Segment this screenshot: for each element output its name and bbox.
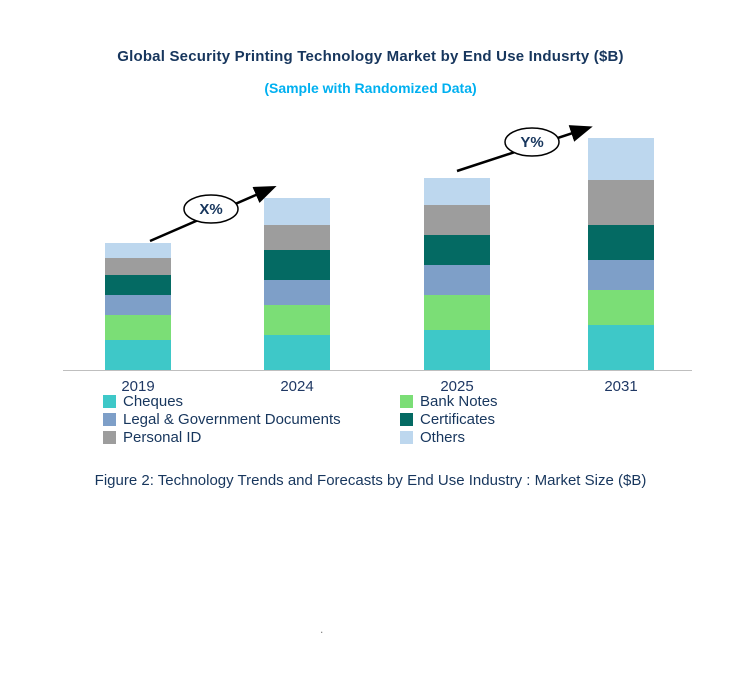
bar-segment-certificates-2024	[264, 250, 330, 280]
legend-swatch-legal-government-documents	[103, 412, 116, 426]
x-axis-label-2019: 2019	[121, 378, 155, 395]
bar-segment-legal-government-documents-2019	[105, 295, 171, 315]
legend-swatch-others	[400, 430, 413, 444]
x-axis-label-2025: 2025	[440, 378, 474, 395]
legend-label-certificates: Certificates	[420, 410, 496, 428]
legend-label-cheques: Cheques	[123, 392, 184, 410]
figure-caption: Figure 2: Technology Trends and Forecast…	[94, 472, 647, 489]
bar-segment-others-2031	[588, 138, 654, 180]
x-axis-label-2031: 2031	[604, 378, 638, 395]
bar-segment-legal-government-documents-2024	[264, 280, 330, 305]
chart-subtitle: (Sample with Randomized Data)	[264, 80, 477, 96]
chart-title: Global Security Printing Technology Mark…	[117, 48, 624, 65]
legend-item-certificates: Certificates	[400, 410, 678, 428]
bar-segment-certificates-2031	[588, 225, 654, 260]
legend-item-others: Others	[400, 428, 678, 446]
bar-segment-legal-government-documents-2031	[588, 260, 654, 290]
bar-segment-bank-notes-2024	[264, 305, 330, 335]
legend-swatch-personal-id	[103, 430, 116, 444]
legend-item-legal-government-documents: Legal & Government Documents	[103, 410, 400, 428]
bar-segment-legal-government-documents-2025	[424, 265, 490, 295]
legend-item-cheques: Cheques	[103, 392, 400, 410]
legend-label-personal-id: Personal ID	[123, 428, 202, 446]
legend-swatch-bank-notes	[400, 394, 413, 408]
legend-item-personal-id: Personal ID	[103, 428, 400, 446]
legend-label-legal-government-documents: Legal & Government Documents	[123, 410, 341, 428]
bar-segment-others-2019	[105, 243, 171, 258]
legend: Cheques Bank Notes Legal & Government Docu…	[103, 392, 678, 446]
bar-segment-cheques-2031	[588, 325, 654, 370]
bar-segment-personal-id-2025	[424, 205, 490, 235]
bar-segment-personal-id-2019	[105, 258, 171, 275]
legend-swatch-certificates	[400, 412, 413, 426]
bar-segment-cheques-2019	[105, 340, 171, 370]
bar-segment-bank-notes-2031	[588, 290, 654, 325]
bar-segment-cheques-2025	[424, 330, 490, 370]
bar-segment-others-2025	[424, 178, 490, 205]
x-axis-line	[63, 370, 692, 371]
legend-swatch-cheques	[103, 394, 116, 408]
legend-item-bank-notes: Bank Notes	[400, 392, 678, 410]
bar-segment-certificates-2025	[424, 235, 490, 265]
bar-segment-bank-notes-2019	[105, 315, 171, 340]
stray-dot: .	[320, 622, 324, 636]
bar-segment-personal-id-2031	[588, 180, 654, 225]
bar-segment-bank-notes-2025	[424, 295, 490, 330]
bar-segment-personal-id-2024	[264, 225, 330, 250]
bar-segment-cheques-2024	[264, 335, 330, 370]
x-axis-label-2024: 2024	[280, 378, 314, 395]
legend-label-others: Others	[420, 428, 466, 446]
bar-segment-certificates-2019	[105, 275, 171, 295]
legend-label-bank-notes: Bank Notes	[420, 392, 498, 410]
bar-segment-others-2024	[264, 198, 330, 225]
